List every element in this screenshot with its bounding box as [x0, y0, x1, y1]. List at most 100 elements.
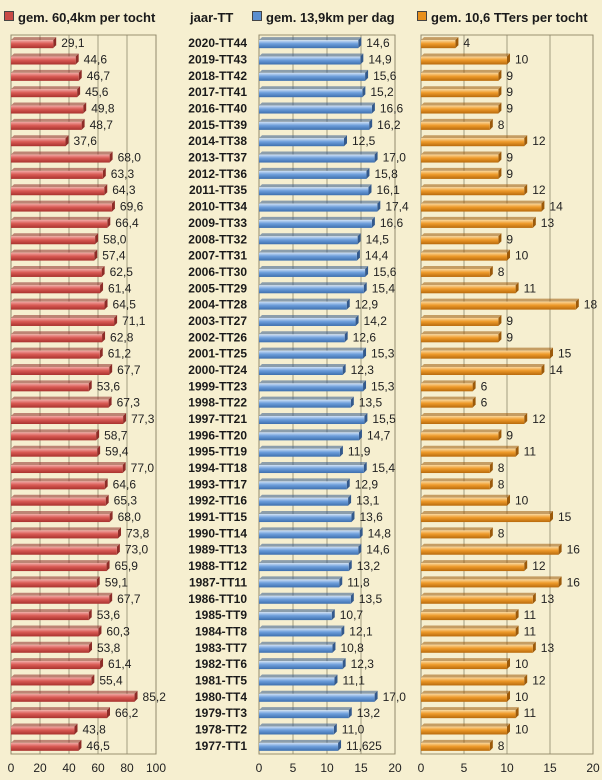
tters-bar: [421, 203, 542, 212]
km-dag-value-label: 12,3: [351, 657, 375, 671]
km-tocht-bar: [11, 742, 79, 751]
km-tocht-bar-side: [111, 200, 115, 212]
km-dag-bar: [259, 121, 370, 130]
km-tocht-bar-top: [11, 527, 122, 531]
km-tocht-bar-side: [123, 413, 127, 425]
km-tocht-value-label: 73,8: [126, 526, 150, 540]
tters-bar: [421, 563, 525, 572]
km-dag-bar: [259, 105, 372, 114]
km-dag-bar-top: [259, 511, 355, 515]
km-dag-bar-top: [259, 102, 375, 106]
km-tocht-bar: [11, 317, 115, 326]
tters-value-label: 6: [481, 396, 488, 410]
tters-bar: [421, 154, 499, 163]
km-dag-value-label: 13,5: [359, 396, 383, 410]
km-tocht-value-label: 67,3: [117, 396, 141, 410]
km-dag-bar: [259, 187, 369, 196]
km-dag-bar-side: [333, 723, 337, 735]
km-dag-bar-side: [342, 658, 346, 670]
km-dag-bar: [259, 252, 357, 261]
legend-km-per-dag-label: gem. 13,9km per dag: [266, 10, 395, 25]
tters-bar-side: [532, 641, 536, 653]
legend-red-swatch: [4, 11, 14, 21]
km-dag-bar-side: [339, 445, 343, 457]
km-dag-bar-side: [355, 314, 359, 326]
km-tocht-bar-top: [11, 576, 100, 580]
tters-bar-side: [524, 674, 528, 686]
km-tocht-bar: [11, 448, 98, 457]
km-tocht-bar-side: [78, 69, 82, 81]
km-dag-value-label: 14,4: [365, 249, 389, 263]
km-dag-value-label: 11,0: [342, 722, 365, 736]
tters-bar-side: [489, 462, 493, 474]
km-tocht-value-label: 85,2: [143, 690, 167, 704]
km-tocht-value-label: 67,7: [117, 592, 141, 606]
km-tocht-bar: [11, 89, 78, 98]
km-tocht-bar-side: [108, 396, 112, 408]
tters-bar-side: [498, 102, 502, 114]
km-dag-value-label: 12,5: [352, 134, 376, 148]
km-tocht-bar: [11, 154, 110, 163]
km-dag-value-label: 12,9: [355, 477, 379, 491]
km-tocht-bar: [11, 40, 54, 49]
tters-bar: [421, 710, 516, 719]
category-label: 1983-TT7: [195, 641, 247, 655]
tters-value-label: 12: [532, 673, 546, 687]
legend-km-per-tocht-label: gem. 60,4km per tocht: [18, 10, 156, 25]
km-tocht-bar-side: [83, 102, 87, 114]
category-label: 2009-TT33: [188, 216, 247, 230]
km-dag-bar: [259, 416, 365, 425]
km-dag-bar-top: [259, 53, 364, 57]
km-dag-bar: [259, 465, 364, 474]
tters-bar-top: [421, 331, 502, 335]
km-dag-bar: [259, 481, 347, 490]
km-dag-bar-side: [344, 135, 347, 147]
category-label: 1991-TT15: [188, 510, 247, 524]
tters-bar-top: [421, 184, 528, 188]
km-dag-value-label: 12,6: [353, 330, 377, 344]
tters-bar-top: [421, 53, 510, 57]
km-dag-value-label: 15,8: [374, 167, 398, 181]
km-dag-bar-side: [338, 739, 342, 751]
km-dag-value-label: 17,4: [385, 200, 409, 214]
tters-bar-top: [421, 86, 502, 90]
km-dag-value-label: 14,7: [367, 428, 391, 442]
km-tocht-bar-side: [94, 249, 98, 261]
km-tocht-xtick-label: 40: [62, 761, 76, 775]
km-dag-bar-side: [357, 233, 361, 245]
tters-value-label: 8: [498, 118, 505, 132]
tters-bar-side: [507, 658, 510, 670]
tters-bar: [421, 383, 473, 392]
km-dag-value-label: 14,6: [366, 36, 390, 50]
tters-bar-top: [421, 641, 536, 645]
tters-bar-top: [421, 396, 476, 400]
km-dag-value-label: 13,2: [357, 706, 381, 720]
tters-bar-side: [515, 609, 519, 621]
km-tocht-bar-top: [11, 511, 113, 515]
km-tocht-value-label: 64,3: [112, 183, 136, 197]
category-label: 2014-TT38: [188, 134, 247, 148]
km-dag-bar: [259, 710, 349, 719]
km-tocht-value-label: 59,4: [105, 445, 129, 459]
tters-bar: [421, 138, 525, 147]
tters-bar-top: [421, 298, 579, 302]
km-dag-bar-side: [351, 511, 355, 523]
tters-bar-top: [421, 200, 545, 204]
tters-bar: [421, 481, 490, 490]
km-tocht-value-label: 48,7: [90, 118, 114, 132]
km-dag-bar-top: [259, 118, 373, 122]
km-dag-bar-side: [331, 609, 335, 621]
category-label: 2008-TT32: [188, 232, 247, 246]
tters-bar-side: [515, 445, 519, 457]
km-dag-bar-side: [359, 527, 363, 539]
km-dag-value-label: 11,8: [347, 575, 370, 589]
km-dag-bar-side: [360, 53, 364, 65]
km-tocht-bar-side: [75, 53, 79, 65]
category-label: 2016-TT40: [188, 102, 247, 116]
km-dag-bar-side: [342, 363, 346, 375]
tters-value-label: 11: [524, 445, 537, 459]
km-tocht-bar-side: [81, 118, 85, 130]
km-dag-bar-side: [374, 151, 378, 163]
km-dag-bar-top: [259, 429, 362, 433]
tters-bar-side: [498, 151, 502, 163]
